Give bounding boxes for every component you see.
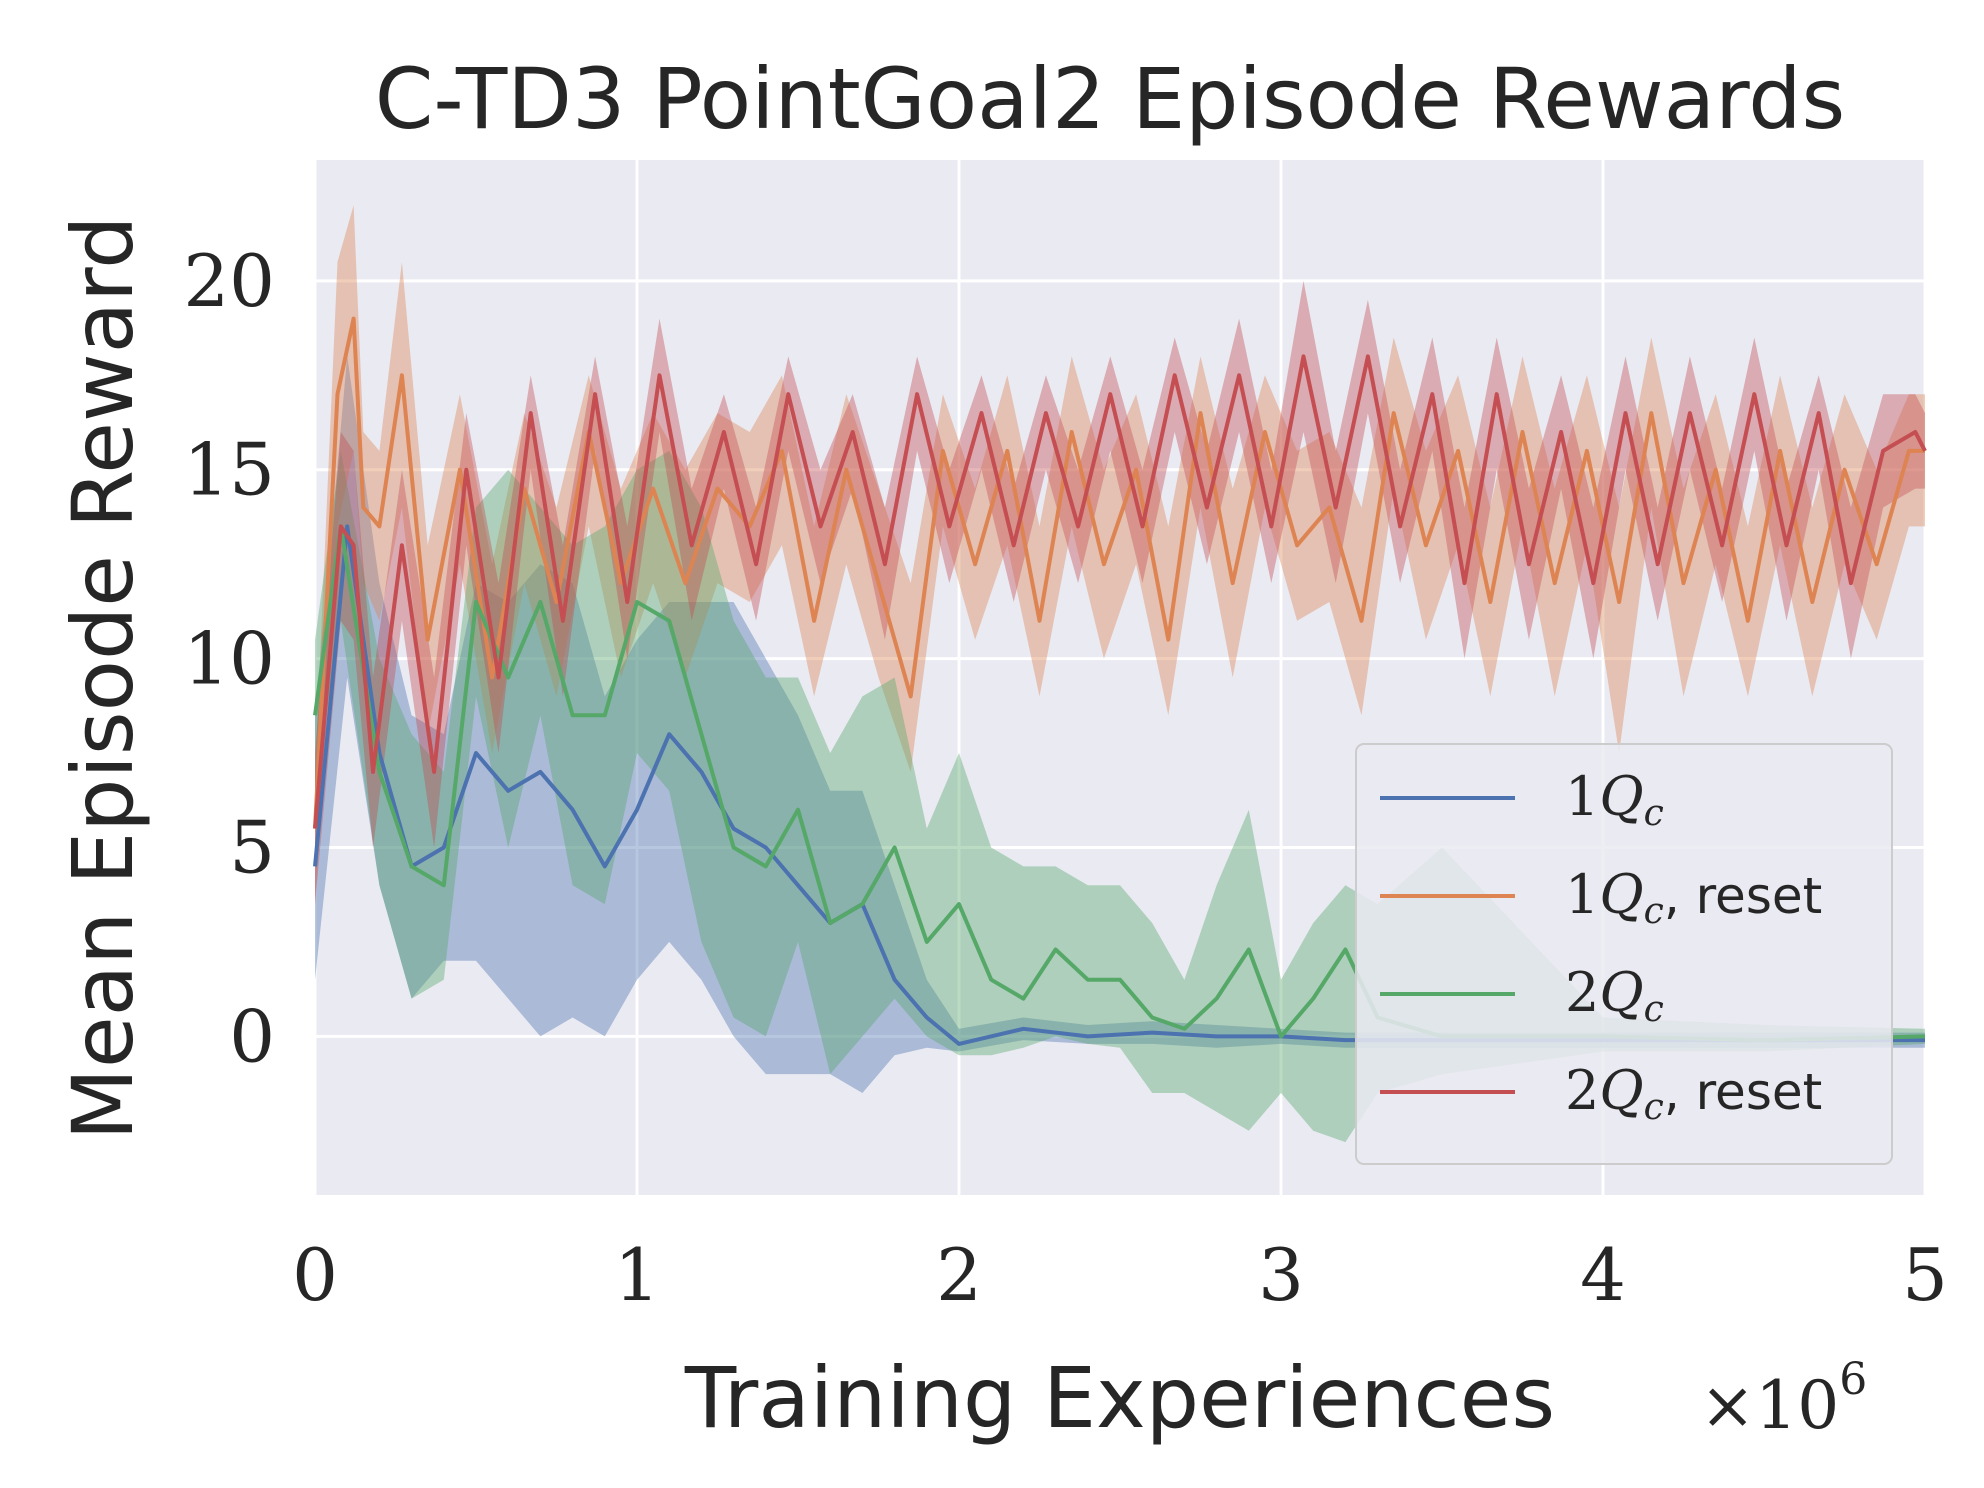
x-tick-label: 1 (614, 1233, 660, 1317)
x-axis-multiplier: ×106 (1700, 1354, 1867, 1444)
legend-label-2qc-reset: 2Qc, reset (1565, 1059, 1822, 1128)
x-axis-multiplier-exponent: 6 (1839, 1354, 1867, 1405)
y-tick-label: 15 (183, 428, 275, 512)
y-tick-label: 20 (183, 239, 275, 323)
x-tick-label: 3 (1258, 1233, 1304, 1317)
x-axis-label: Training Experiences (684, 1349, 1555, 1447)
x-axis-multiplier-base: ×10 (1700, 1367, 1839, 1444)
legend-box (1355, 743, 1893, 1165)
y-tick-label: 5 (229, 805, 275, 889)
x-tick-label: 0 (292, 1233, 338, 1317)
legend-label-1qc-reset: 1Qc, reset (1565, 863, 1822, 932)
band-1qc-reset (315, 205, 1925, 905)
series-lines (313, 316, 1927, 1046)
x-ticks: 0 1 2 3 4 5 (292, 1233, 1948, 1317)
line-2qc-reset (313, 354, 1927, 829)
x-tick-label: 2 (936, 1233, 982, 1317)
y-tick-label: 0 (229, 994, 275, 1078)
legend-label-2qc: 2Qc (1565, 961, 1664, 1030)
chart-title: C-TD3 PointGoal2 Episode Rewards (375, 50, 1846, 148)
line-2qc (313, 524, 1926, 1043)
legend-label-1qc: 1Qc (1565, 765, 1664, 834)
x-tick-label: 4 (1580, 1233, 1626, 1317)
band-2qc-reset (315, 280, 1925, 905)
x-tick-label: 5 (1902, 1233, 1948, 1317)
y-axis-label: Mean Episode Reward (54, 216, 152, 1141)
band-1qc (315, 356, 1925, 1093)
y-tick-label: 10 (183, 617, 275, 701)
legend: 1Qc 1Qc, reset 2Qc 2Qc, reset (1355, 743, 1893, 1165)
y-ticks: 0 5 10 15 20 (183, 239, 275, 1078)
